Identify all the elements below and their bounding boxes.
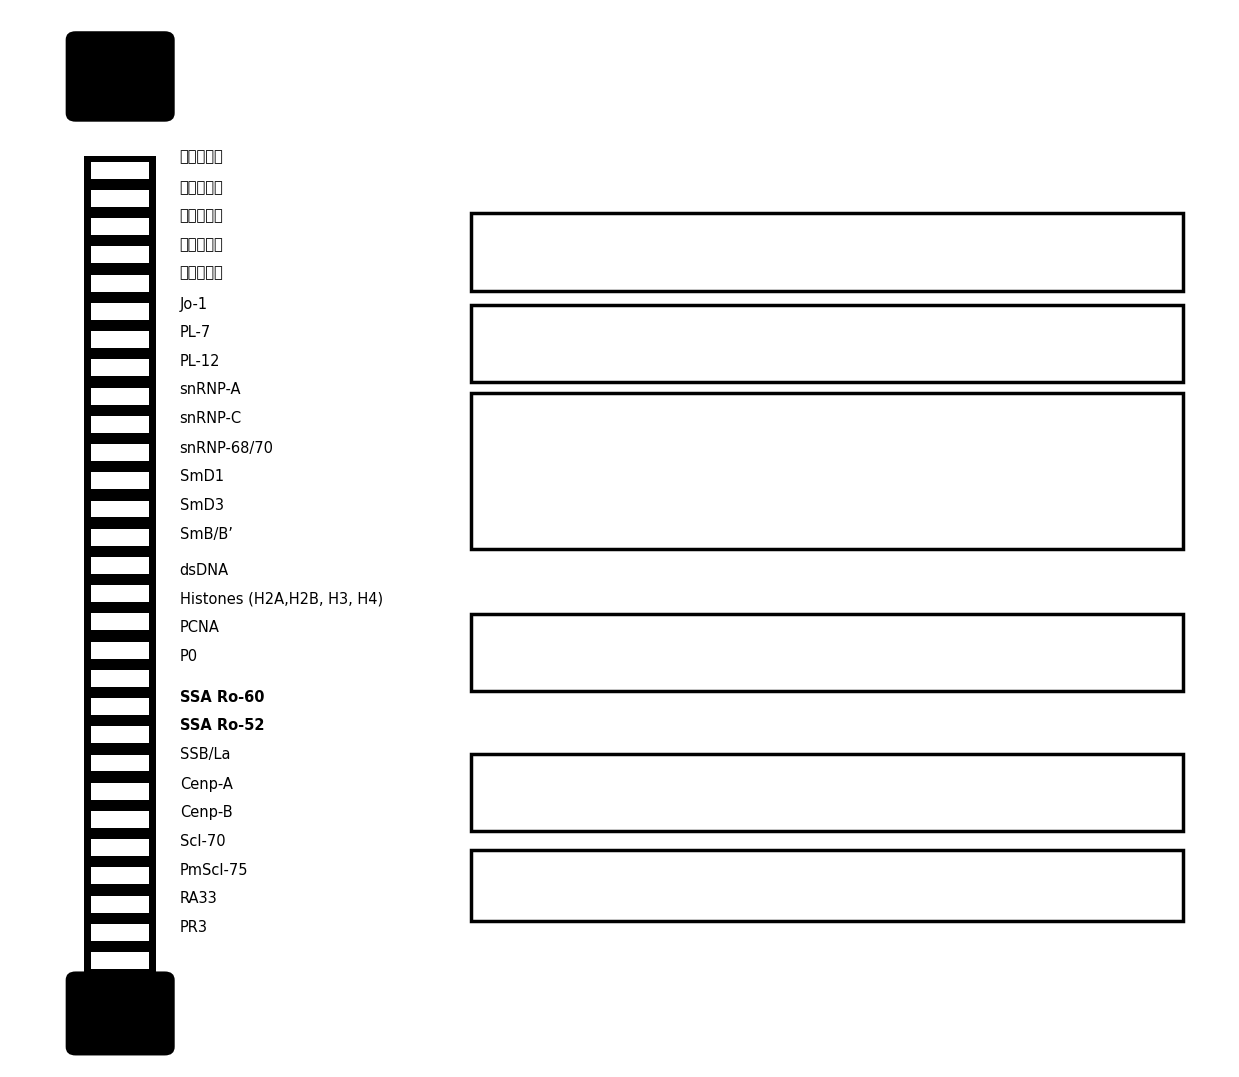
Bar (92, 473, 149, 489)
Bar (471, 614, 1183, 691)
Text: SSA Ro-52: SSA Ro-52 (180, 718, 264, 733)
FancyBboxPatch shape (66, 971, 175, 1055)
Bar (92, 275, 149, 292)
Bar (92, 867, 149, 884)
Bar (92, 585, 149, 602)
Text: 低浓度质控: 低浓度质控 (180, 208, 223, 223)
Bar (92, 247, 149, 264)
Text: RA33: RA33 (180, 891, 217, 906)
Text: PL-12: PL-12 (180, 354, 221, 369)
Bar (92, 614, 149, 630)
Bar (92, 642, 149, 658)
Text: dsDNA: dsDNA (180, 563, 229, 578)
Text: Histones (H2A,H2B, H3, H4): Histones (H2A,H2B, H3, H4) (180, 591, 383, 606)
Text: PCNA: PCNA (180, 620, 219, 635)
Bar (92, 388, 149, 405)
FancyBboxPatch shape (66, 31, 175, 122)
Bar (92, 219, 149, 235)
Text: SSB/La: SSB/La (180, 747, 230, 763)
Bar (92, 726, 149, 743)
Text: 混合性结缔组织病、红斑狼疮: 混合性结缔组织病、红斑狼疮 (698, 327, 957, 360)
Text: 类风湿性关节炎、韦格纳肉芽肿: 类风湿性关节炎、韦格纳肉芽肿 (711, 871, 943, 899)
Text: Scl-70: Scl-70 (180, 834, 225, 849)
Text: snRNP-68/70: snRNP-68/70 (180, 440, 274, 456)
Bar (92, 952, 149, 969)
Bar (92, 331, 149, 348)
Bar (471, 213, 1183, 291)
Text: 系统性红斑狼疮: 系统性红斑狼疮 (757, 454, 897, 488)
Text: 阴性对照线: 阴性对照线 (180, 237, 223, 252)
Text: 皮肌炎、多肌炎: 皮肌炎、多肌炎 (757, 236, 897, 268)
Bar (92, 162, 149, 179)
Bar (92, 557, 149, 574)
Text: 高浓度质控: 高浓度质控 (180, 149, 223, 164)
Bar (92, 698, 149, 715)
Bar (471, 754, 1183, 831)
Text: PR3: PR3 (180, 920, 208, 935)
Bar (92, 670, 149, 687)
Bar (92, 811, 149, 828)
Bar (92, 303, 149, 320)
Text: P0: P0 (180, 649, 198, 665)
Text: 中浓度质控: 中浓度质控 (180, 180, 223, 195)
Bar (92, 839, 149, 856)
Bar (92, 416, 149, 433)
Bar (471, 850, 1183, 921)
Text: 反应起始线: 反应起始线 (180, 265, 223, 280)
Bar (92, 529, 149, 546)
Bar (92, 360, 149, 376)
Bar (471, 305, 1183, 382)
Bar (92, 896, 149, 912)
Text: PL-7: PL-7 (180, 325, 211, 340)
Text: snRNP-A: snRNP-A (180, 382, 242, 397)
Bar (92, 783, 149, 800)
Bar (84, 156, 156, 975)
Bar (92, 190, 149, 207)
Text: 局限性硬皮病、系统性硬化症: 局限性硬皮病、系统性硬化症 (709, 779, 945, 807)
Text: PmScl-75: PmScl-75 (180, 863, 248, 878)
Text: snRNP-C: snRNP-C (180, 411, 242, 426)
Bar (92, 501, 149, 517)
Text: SSA Ro-60: SSA Ro-60 (180, 690, 264, 705)
Text: Cenp-A: Cenp-A (180, 777, 233, 792)
Bar (92, 924, 149, 941)
Text: Cenp-B: Cenp-B (180, 805, 232, 820)
Text: SmD1: SmD1 (180, 468, 224, 484)
Bar (471, 393, 1183, 549)
Text: SmB/B’: SmB/B’ (180, 527, 233, 542)
Text: Jo-1: Jo-1 (180, 297, 208, 312)
Bar (92, 755, 149, 771)
Bar (92, 444, 149, 461)
Text: 干燥综合征、红斑狼疮: 干燥综合征、红斑狼疮 (727, 637, 927, 669)
Text: SmD3: SmD3 (180, 498, 224, 513)
